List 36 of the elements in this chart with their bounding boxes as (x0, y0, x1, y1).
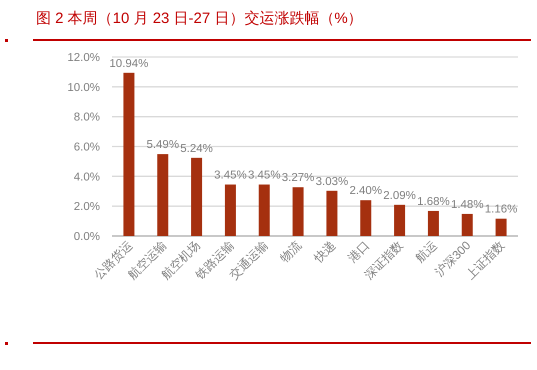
chart-title: 图 2 本周（10 月 23 日-27 日）交运涨跌幅（%） (36, 10, 363, 27)
bar (462, 214, 473, 236)
bar (292, 187, 304, 236)
y-tick-label: 12.0% (67, 52, 100, 64)
data-label: 3.03% (316, 176, 348, 188)
y-tick-label: 6.0% (74, 142, 100, 154)
y-tick-label: 0.0% (74, 231, 100, 243)
data-label: 2.09% (383, 190, 416, 202)
x-tick-label: 物流 (277, 238, 304, 266)
x-tick-label: 航运 (412, 238, 440, 266)
data-label: 5.49% (146, 139, 180, 152)
bar (326, 190, 338, 236)
bar (360, 200, 372, 236)
bar (394, 204, 406, 236)
bar (496, 218, 507, 236)
bar (191, 158, 202, 236)
data-label: 3.27% (282, 172, 314, 184)
y-tick-label: 10.0% (67, 82, 100, 94)
x-tick-label: 港口 (345, 238, 372, 266)
data-label: 3.45% (248, 170, 281, 182)
bar (224, 184, 236, 236)
data-label: 2.40% (349, 185, 382, 198)
bar (157, 154, 168, 236)
x-tick-label: 快递 (310, 238, 338, 266)
data-label: 1.48% (450, 198, 484, 211)
data-label: 1.68% (417, 196, 450, 208)
y-tick-label: 8.0% (74, 112, 100, 124)
y-tick-label: 2.0% (74, 201, 100, 214)
bar (258, 184, 270, 236)
bar (123, 72, 134, 236)
data-label: 5.24% (180, 142, 213, 155)
data-label: 10.94% (109, 58, 148, 70)
data-label: 3.45% (214, 170, 247, 182)
bar (428, 210, 439, 236)
y-tick-label: 4.0% (74, 171, 100, 184)
data-label: 1.16% (484, 204, 518, 216)
